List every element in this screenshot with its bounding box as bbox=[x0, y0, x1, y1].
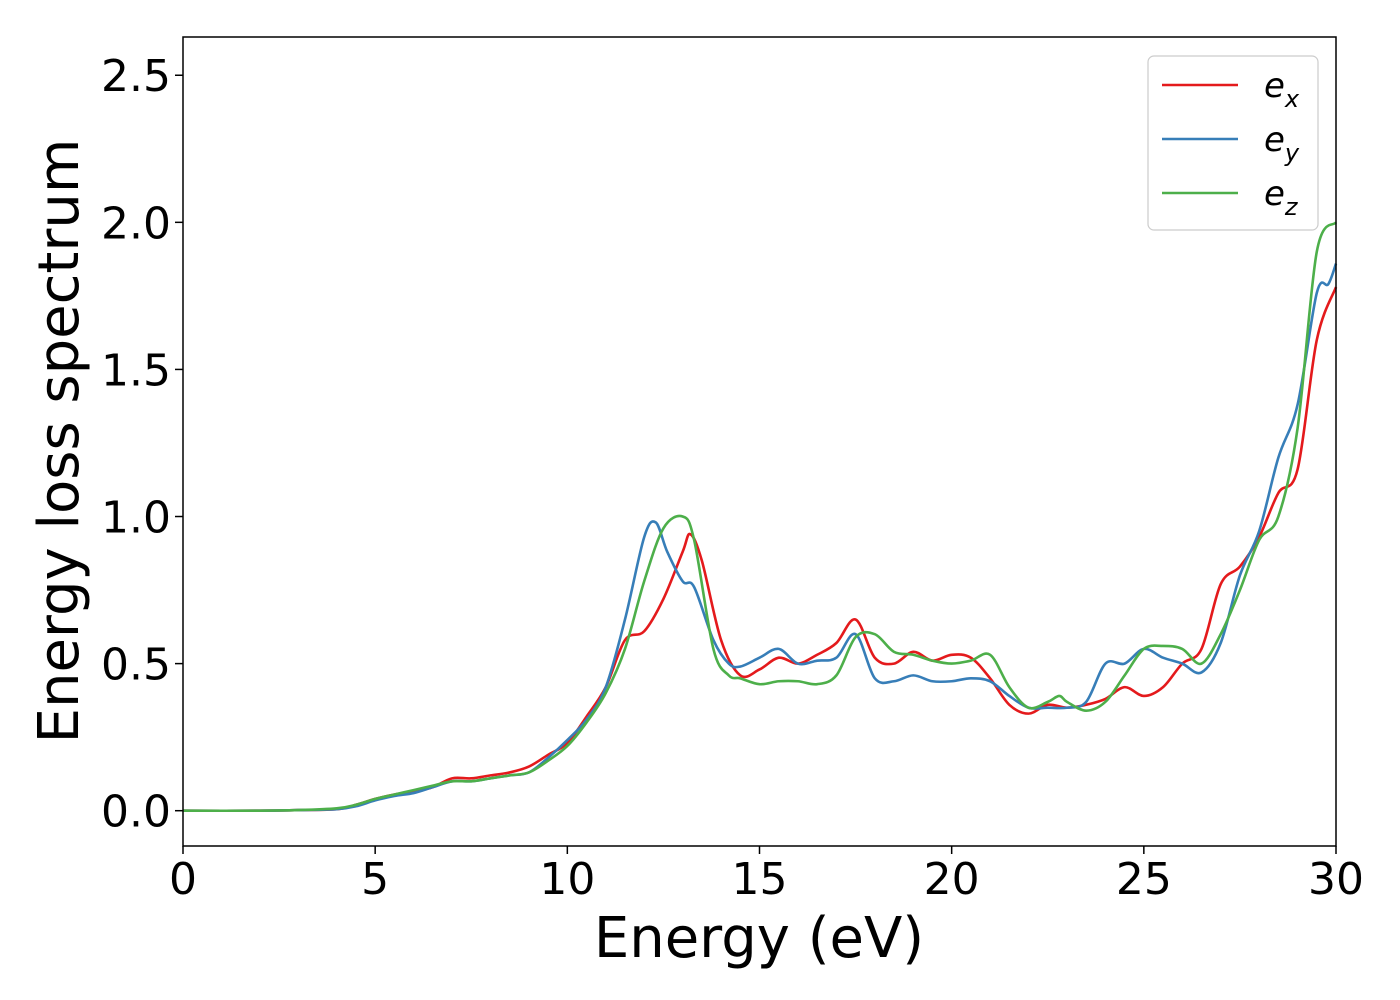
legend-label-sub: y bbox=[1284, 139, 1300, 167]
x-tick-label: 20 bbox=[924, 854, 980, 905]
series-group bbox=[182, 221, 1338, 813]
legend-label-main: e bbox=[1264, 120, 1285, 160]
x-tick-label: 10 bbox=[539, 854, 595, 905]
legend-label-sub: z bbox=[1284, 193, 1299, 221]
x-axis-title: Energy (eV) bbox=[594, 906, 924, 971]
x-tick-label: 5 bbox=[361, 854, 389, 905]
legend-label-main: e bbox=[1264, 174, 1285, 214]
y-tick-label: 0.5 bbox=[101, 640, 171, 691]
x-axis: 0 5 10 15 20 25 30 bbox=[169, 846, 1364, 905]
y-tick-label: 2.5 bbox=[101, 51, 171, 102]
y-axis: 0.0 0.5 1.0 1.5 2.0 2.5 bbox=[101, 51, 183, 838]
y-tick-label: 1.5 bbox=[101, 345, 171, 396]
x-tick-label: 0 bbox=[169, 854, 197, 905]
legend-box bbox=[1147, 55, 1319, 231]
plot-area bbox=[183, 37, 1336, 846]
y-tick-label: 0.0 bbox=[101, 787, 171, 838]
legend-label-main: e bbox=[1264, 66, 1285, 106]
x-tick-label: 30 bbox=[1308, 854, 1364, 905]
x-tick-label: 25 bbox=[1116, 854, 1172, 905]
legend-label-e_x: ex bbox=[1264, 66, 1300, 113]
x-tick-label: 15 bbox=[732, 854, 788, 905]
y-tick-label: 1.0 bbox=[101, 493, 171, 544]
legend-label-e_z: ez bbox=[1264, 174, 1299, 221]
legend-label-sub: x bbox=[1284, 85, 1300, 113]
y-axis-title: Energy loss spectrum bbox=[27, 139, 92, 744]
y-tick-label: 2.0 bbox=[101, 198, 171, 249]
legend-label-e_y: ey bbox=[1264, 120, 1300, 167]
series-line-e_z bbox=[182, 221, 1338, 813]
